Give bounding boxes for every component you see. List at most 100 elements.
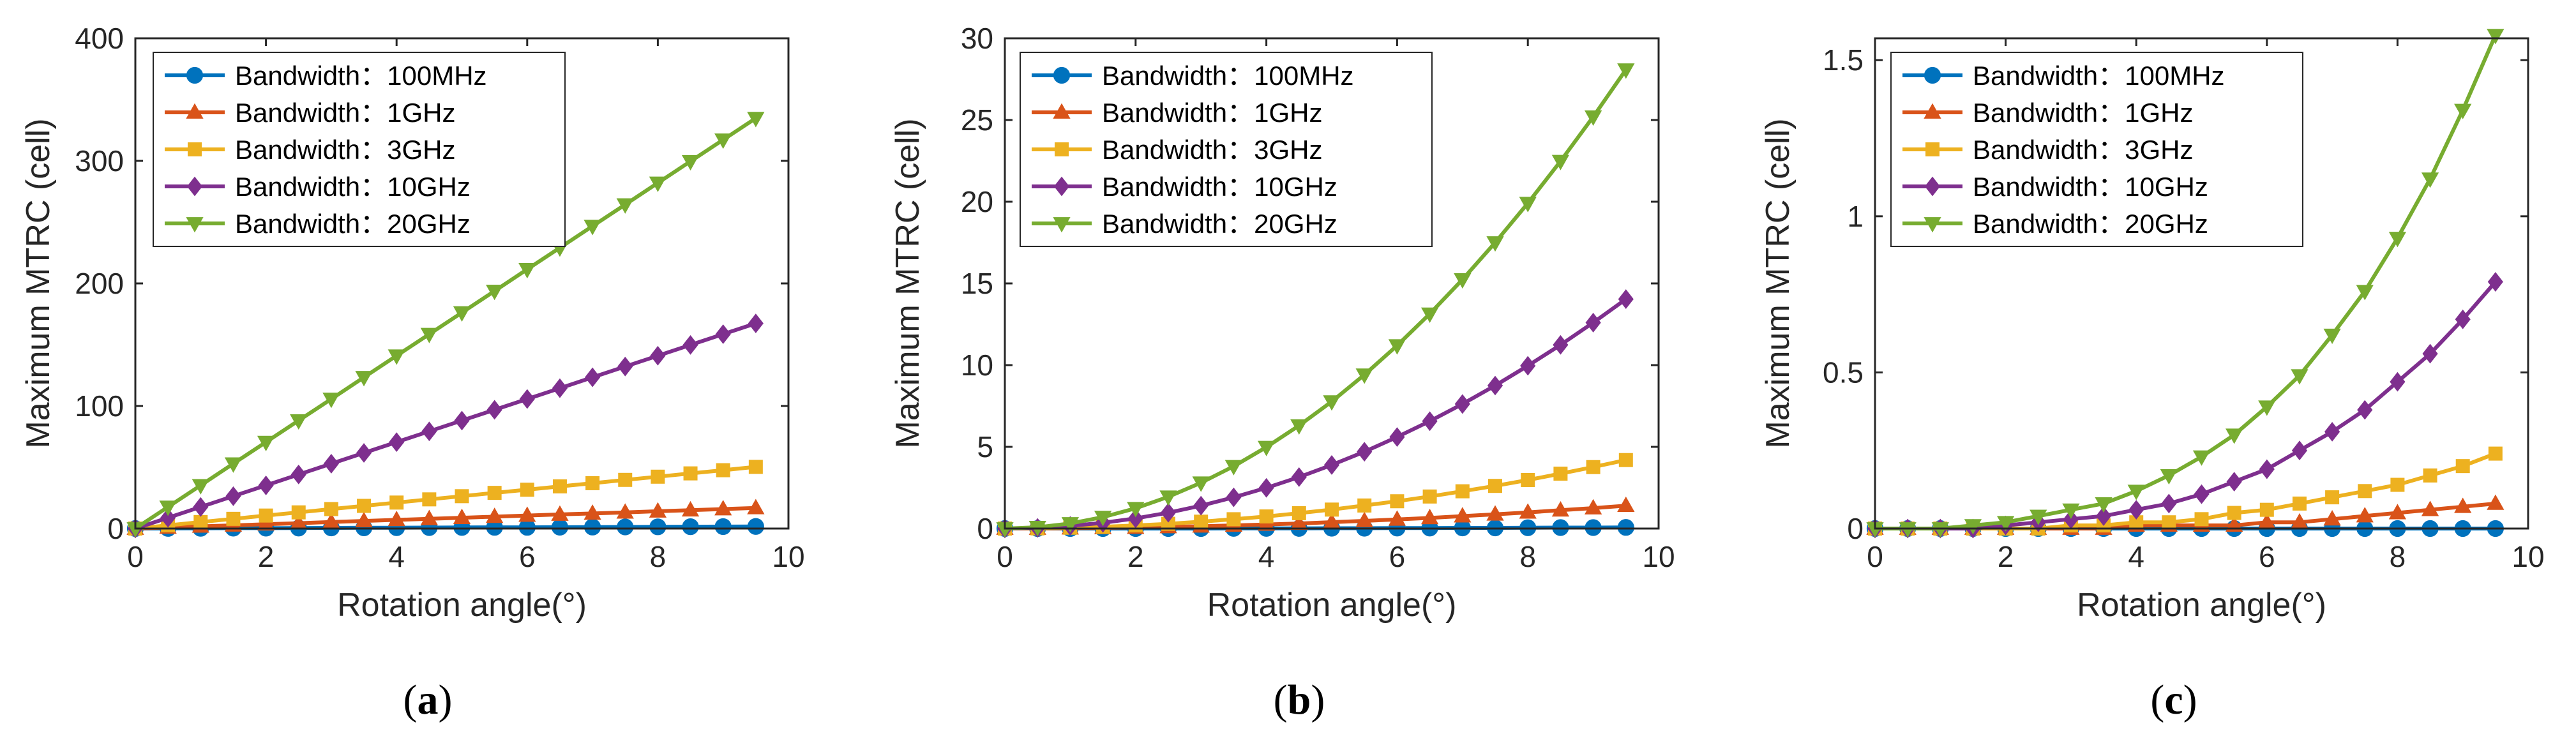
legend-label: Bandwidth：20GHz <box>1973 209 2208 239</box>
legend-marker <box>1053 217 1071 233</box>
data-point <box>1292 506 1306 520</box>
data-point <box>1519 197 1537 213</box>
x-tick-label: 6 <box>519 540 536 573</box>
legend-marker <box>1053 103 1071 119</box>
data-point <box>518 263 536 279</box>
data-point <box>1290 419 1308 435</box>
data-point <box>1357 498 1372 513</box>
data-point <box>682 518 699 536</box>
data-point <box>193 497 209 517</box>
data-point <box>1224 460 1243 476</box>
data-point <box>1488 479 1502 493</box>
data-point <box>388 349 405 365</box>
panel-label-letter: c <box>2164 677 2183 723</box>
data-point <box>454 410 470 431</box>
data-point <box>192 479 209 495</box>
data-point <box>2095 497 2113 513</box>
data-point <box>2062 503 2080 519</box>
legend-label: Bandwidth：3GHz <box>235 135 456 165</box>
data-point <box>651 469 665 484</box>
data-point <box>2423 468 2437 483</box>
data-point <box>747 112 765 128</box>
data-point <box>2161 493 2177 514</box>
data-point <box>2455 309 2471 329</box>
data-point <box>1486 236 1504 252</box>
data-point <box>226 511 241 526</box>
data-point <box>1192 476 1210 492</box>
data-point <box>1325 502 1339 517</box>
data-point <box>2388 504 2407 520</box>
data-point <box>682 334 698 355</box>
data-point <box>2258 513 2276 529</box>
data-point <box>1355 368 1373 384</box>
panel-label-b: (b) <box>1274 677 1325 723</box>
data-point <box>1193 495 1209 516</box>
data-point <box>1323 455 1340 475</box>
data-point <box>1584 499 1602 514</box>
y-tick-label: 1 <box>1847 200 1864 233</box>
data-point <box>714 500 732 516</box>
data-point <box>748 460 763 474</box>
x-axis-label: Rotation angle(°) <box>337 587 587 624</box>
axes-frame <box>134 37 790 530</box>
data-point <box>1420 307 1439 323</box>
chart-panel-a: 0 2 4 6 8 100100200300400Bandwidth：100MHzBand… <box>20 22 805 723</box>
data-point <box>1553 334 1569 355</box>
data-point <box>2291 369 2309 385</box>
legend: Bandwidth：100MHz Bandwidth：1GHz Bandwidth：… <box>1890 52 2303 247</box>
legend-marker <box>1053 176 1070 197</box>
data-point <box>2192 450 2211 466</box>
data-point <box>1355 511 1373 527</box>
y-tick-label: 300 <box>75 144 124 177</box>
data-point <box>1964 519 1982 535</box>
data-point <box>2259 502 2274 517</box>
y-tick-label: 0.5 <box>1823 356 1864 389</box>
data-point <box>1553 466 1568 481</box>
data-point <box>616 503 634 519</box>
axes-frame <box>1004 37 1660 530</box>
x-tick-label: 0 <box>127 540 144 573</box>
y-tick-label: 200 <box>75 267 124 300</box>
data-point <box>1551 154 1570 170</box>
data-point <box>1389 427 1405 447</box>
x-tick-label: 4 <box>2128 540 2144 573</box>
data-point <box>2390 372 2406 392</box>
data-point <box>2258 400 2276 416</box>
series-4 <box>127 313 764 539</box>
data-point <box>486 285 504 301</box>
data-point <box>1584 110 1602 126</box>
data-point <box>224 457 243 473</box>
data-point <box>681 154 700 171</box>
data-point <box>2487 29 2504 45</box>
data-point <box>1388 510 1406 526</box>
x-tick-label: 8 <box>1519 540 1536 573</box>
y-tick-label: 20 <box>961 185 993 218</box>
data-point <box>584 518 601 536</box>
data-point <box>1866 522 1884 538</box>
data-point <box>2323 328 2341 345</box>
data-point <box>2227 506 2241 520</box>
data-point <box>1519 503 1537 519</box>
data-point <box>1127 508 1143 529</box>
y-axis-label: Maximum MTRC (cell) <box>20 118 57 448</box>
x-tick-label: 8 <box>650 540 667 573</box>
data-point <box>1258 477 1274 498</box>
data-point <box>1226 512 1241 527</box>
data-point <box>2421 172 2439 188</box>
data-point <box>519 389 535 409</box>
data-point <box>1094 511 1112 527</box>
y-tick-label: 100 <box>75 389 124 423</box>
legend-label: Bandwidth：20GHz <box>235 209 471 239</box>
data-point <box>291 505 306 520</box>
data-point <box>2356 507 2374 523</box>
data-point <box>584 504 601 520</box>
x-tick-label: 10 <box>772 540 804 573</box>
data-point <box>290 464 306 484</box>
y-tick-label: 0 <box>1847 512 1864 545</box>
legend-marker <box>186 176 203 197</box>
data-point <box>453 508 471 525</box>
data-point <box>356 443 372 463</box>
data-point <box>487 486 502 500</box>
data-point <box>455 489 469 504</box>
